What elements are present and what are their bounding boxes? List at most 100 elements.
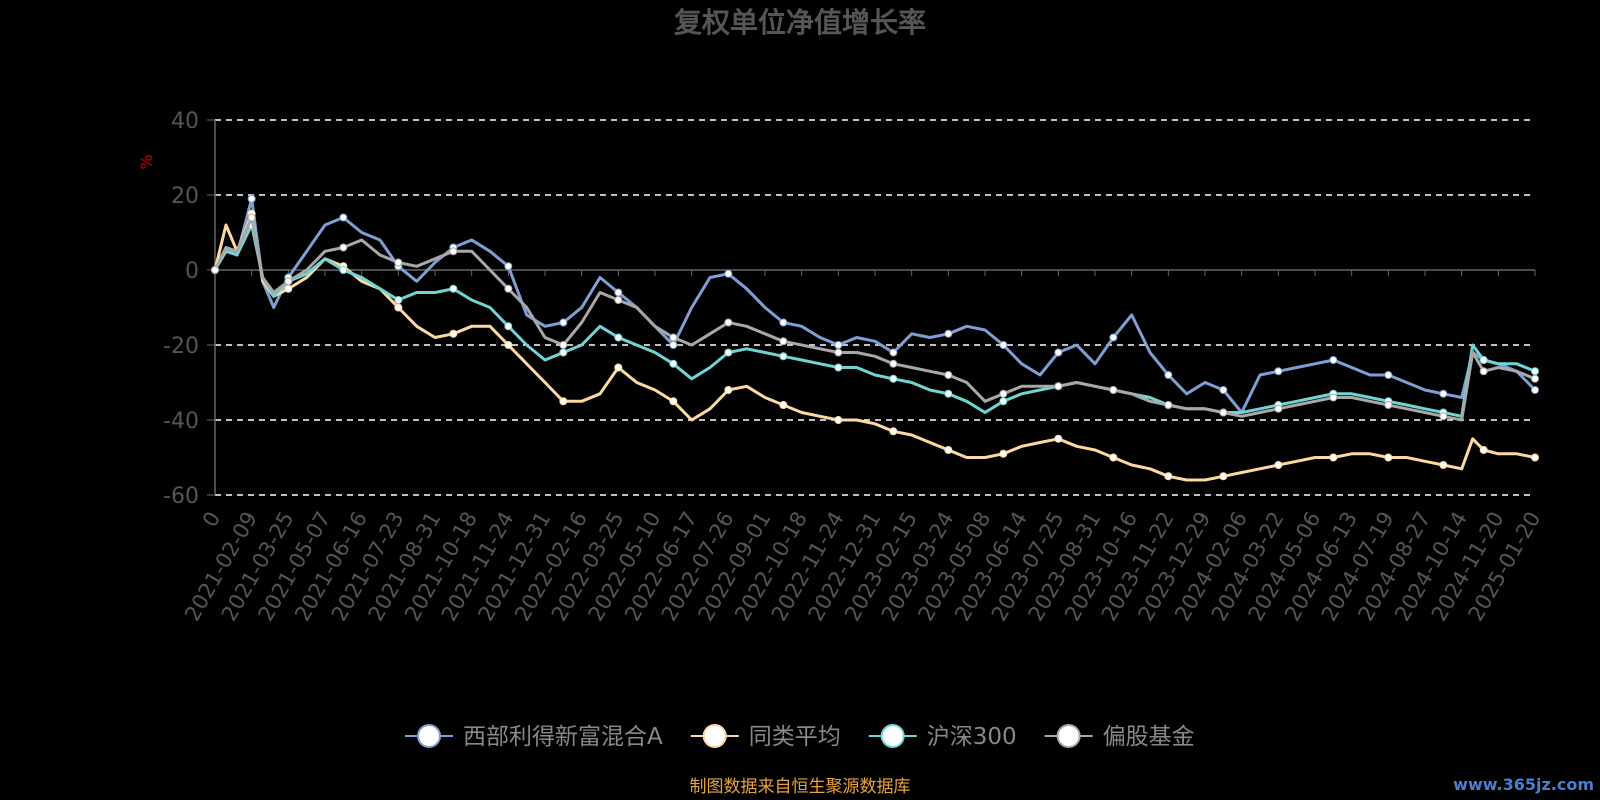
series-point bbox=[669, 359, 678, 368]
legend-label: 沪深300 bbox=[927, 724, 1017, 750]
legend-marker bbox=[702, 724, 727, 748]
series-point bbox=[724, 318, 733, 327]
series-point bbox=[1531, 374, 1539, 383]
watermark: www.365jz.com bbox=[1453, 775, 1594, 794]
grid bbox=[207, 119, 1535, 496]
series-point bbox=[1531, 453, 1539, 462]
chart-title: 复权单位净值增长率 bbox=[674, 6, 926, 39]
series-point bbox=[779, 352, 788, 361]
legend-marker bbox=[1056, 724, 1081, 748]
series-point bbox=[1329, 393, 1338, 402]
series-point bbox=[1329, 356, 1338, 364]
legend-label: 西部利得新富混合A bbox=[463, 724, 663, 750]
series-point bbox=[449, 247, 458, 256]
legend-item-2[interactable]: 沪深300 bbox=[868, 724, 1017, 750]
legend-item-0[interactable]: 西部利得新富混合A bbox=[405, 724, 663, 750]
series-point bbox=[1109, 386, 1118, 394]
series-point bbox=[1274, 404, 1283, 413]
series-point bbox=[1439, 461, 1448, 469]
series-point bbox=[724, 348, 733, 357]
legend-item-3[interactable]: 偏股基金 bbox=[1044, 724, 1195, 750]
y-tick-label: -40 bbox=[163, 409, 199, 434]
series-point bbox=[1479, 367, 1488, 376]
y-tick-label: -60 bbox=[163, 484, 199, 509]
legend-marker bbox=[880, 724, 905, 748]
legend-item-1[interactable]: 同类平均 bbox=[690, 724, 841, 750]
series-point bbox=[1274, 461, 1283, 469]
y-tick-label: 40 bbox=[171, 109, 199, 134]
y-axis-unit: % bbox=[137, 154, 156, 169]
series-line-3 bbox=[213, 216, 1536, 422]
axes bbox=[214, 120, 1536, 495]
x-tick-labels: 02021-02-092021-03-252021-05-072021-06-1… bbox=[180, 507, 1545, 625]
series-point bbox=[944, 371, 953, 379]
series-point bbox=[999, 341, 1008, 349]
series-point bbox=[724, 269, 733, 278]
series-point bbox=[1479, 446, 1488, 454]
legend-label: 同类平均 bbox=[749, 724, 841, 750]
series-point bbox=[889, 374, 898, 383]
series-point bbox=[559, 341, 568, 349]
series-point bbox=[559, 318, 568, 327]
series-point bbox=[394, 258, 403, 267]
series-point bbox=[834, 348, 843, 357]
series-point bbox=[889, 348, 898, 357]
series-point bbox=[1109, 333, 1118, 342]
series-point bbox=[1219, 386, 1228, 394]
series-point bbox=[1531, 386, 1539, 394]
series-point bbox=[1109, 453, 1118, 462]
series-point bbox=[1439, 412, 1448, 421]
series-point bbox=[1479, 356, 1488, 364]
series-point bbox=[834, 341, 843, 349]
series-point bbox=[1164, 472, 1173, 481]
series-point bbox=[1531, 367, 1539, 376]
series-point bbox=[614, 296, 623, 304]
y-tick-label: -20 bbox=[163, 334, 199, 359]
series-point bbox=[284, 284, 293, 293]
series-point bbox=[211, 266, 219, 274]
series-point bbox=[999, 389, 1008, 398]
series-point bbox=[614, 363, 623, 372]
series-point bbox=[339, 243, 348, 252]
x-tick-label: 0 bbox=[198, 508, 225, 532]
series-line-1 bbox=[213, 212, 1536, 482]
series-lines bbox=[211, 194, 1539, 482]
data-source-text: 制图数据来自恒生聚源数据库 bbox=[690, 777, 911, 797]
series-point bbox=[669, 333, 678, 342]
series-point bbox=[504, 284, 513, 293]
series-point bbox=[1384, 453, 1393, 462]
series-point bbox=[1329, 453, 1338, 462]
series-point bbox=[779, 401, 788, 409]
series-point bbox=[1164, 371, 1173, 379]
series-point bbox=[889, 359, 898, 368]
series-point bbox=[614, 288, 623, 297]
series-point bbox=[944, 329, 953, 338]
series-point bbox=[779, 318, 788, 327]
series-point bbox=[944, 389, 953, 398]
series-point bbox=[1219, 472, 1228, 481]
series-point bbox=[1384, 371, 1393, 379]
series-point bbox=[834, 416, 843, 424]
series-point bbox=[504, 262, 513, 271]
series-point bbox=[504, 322, 513, 331]
series-point bbox=[504, 341, 513, 349]
legend-marker bbox=[417, 724, 441, 748]
series-point bbox=[614, 333, 623, 342]
series-point bbox=[1054, 434, 1063, 443]
series-point bbox=[394, 296, 403, 304]
series-point bbox=[449, 284, 458, 293]
series-point bbox=[247, 213, 256, 222]
series-point bbox=[247, 194, 256, 203]
series-point bbox=[559, 348, 568, 357]
series-point bbox=[1054, 382, 1063, 391]
series-point bbox=[1054, 348, 1063, 357]
series-point bbox=[944, 446, 953, 454]
series-point bbox=[834, 363, 843, 372]
series-point bbox=[999, 397, 1008, 406]
series-point bbox=[284, 277, 293, 286]
series-point bbox=[339, 213, 348, 222]
series-point bbox=[669, 397, 678, 406]
legend-label: 偏股基金 bbox=[1103, 724, 1195, 750]
legend[interactable]: 西部利得新富混合A 同类平均 沪深300 偏股基金 bbox=[405, 724, 1195, 750]
